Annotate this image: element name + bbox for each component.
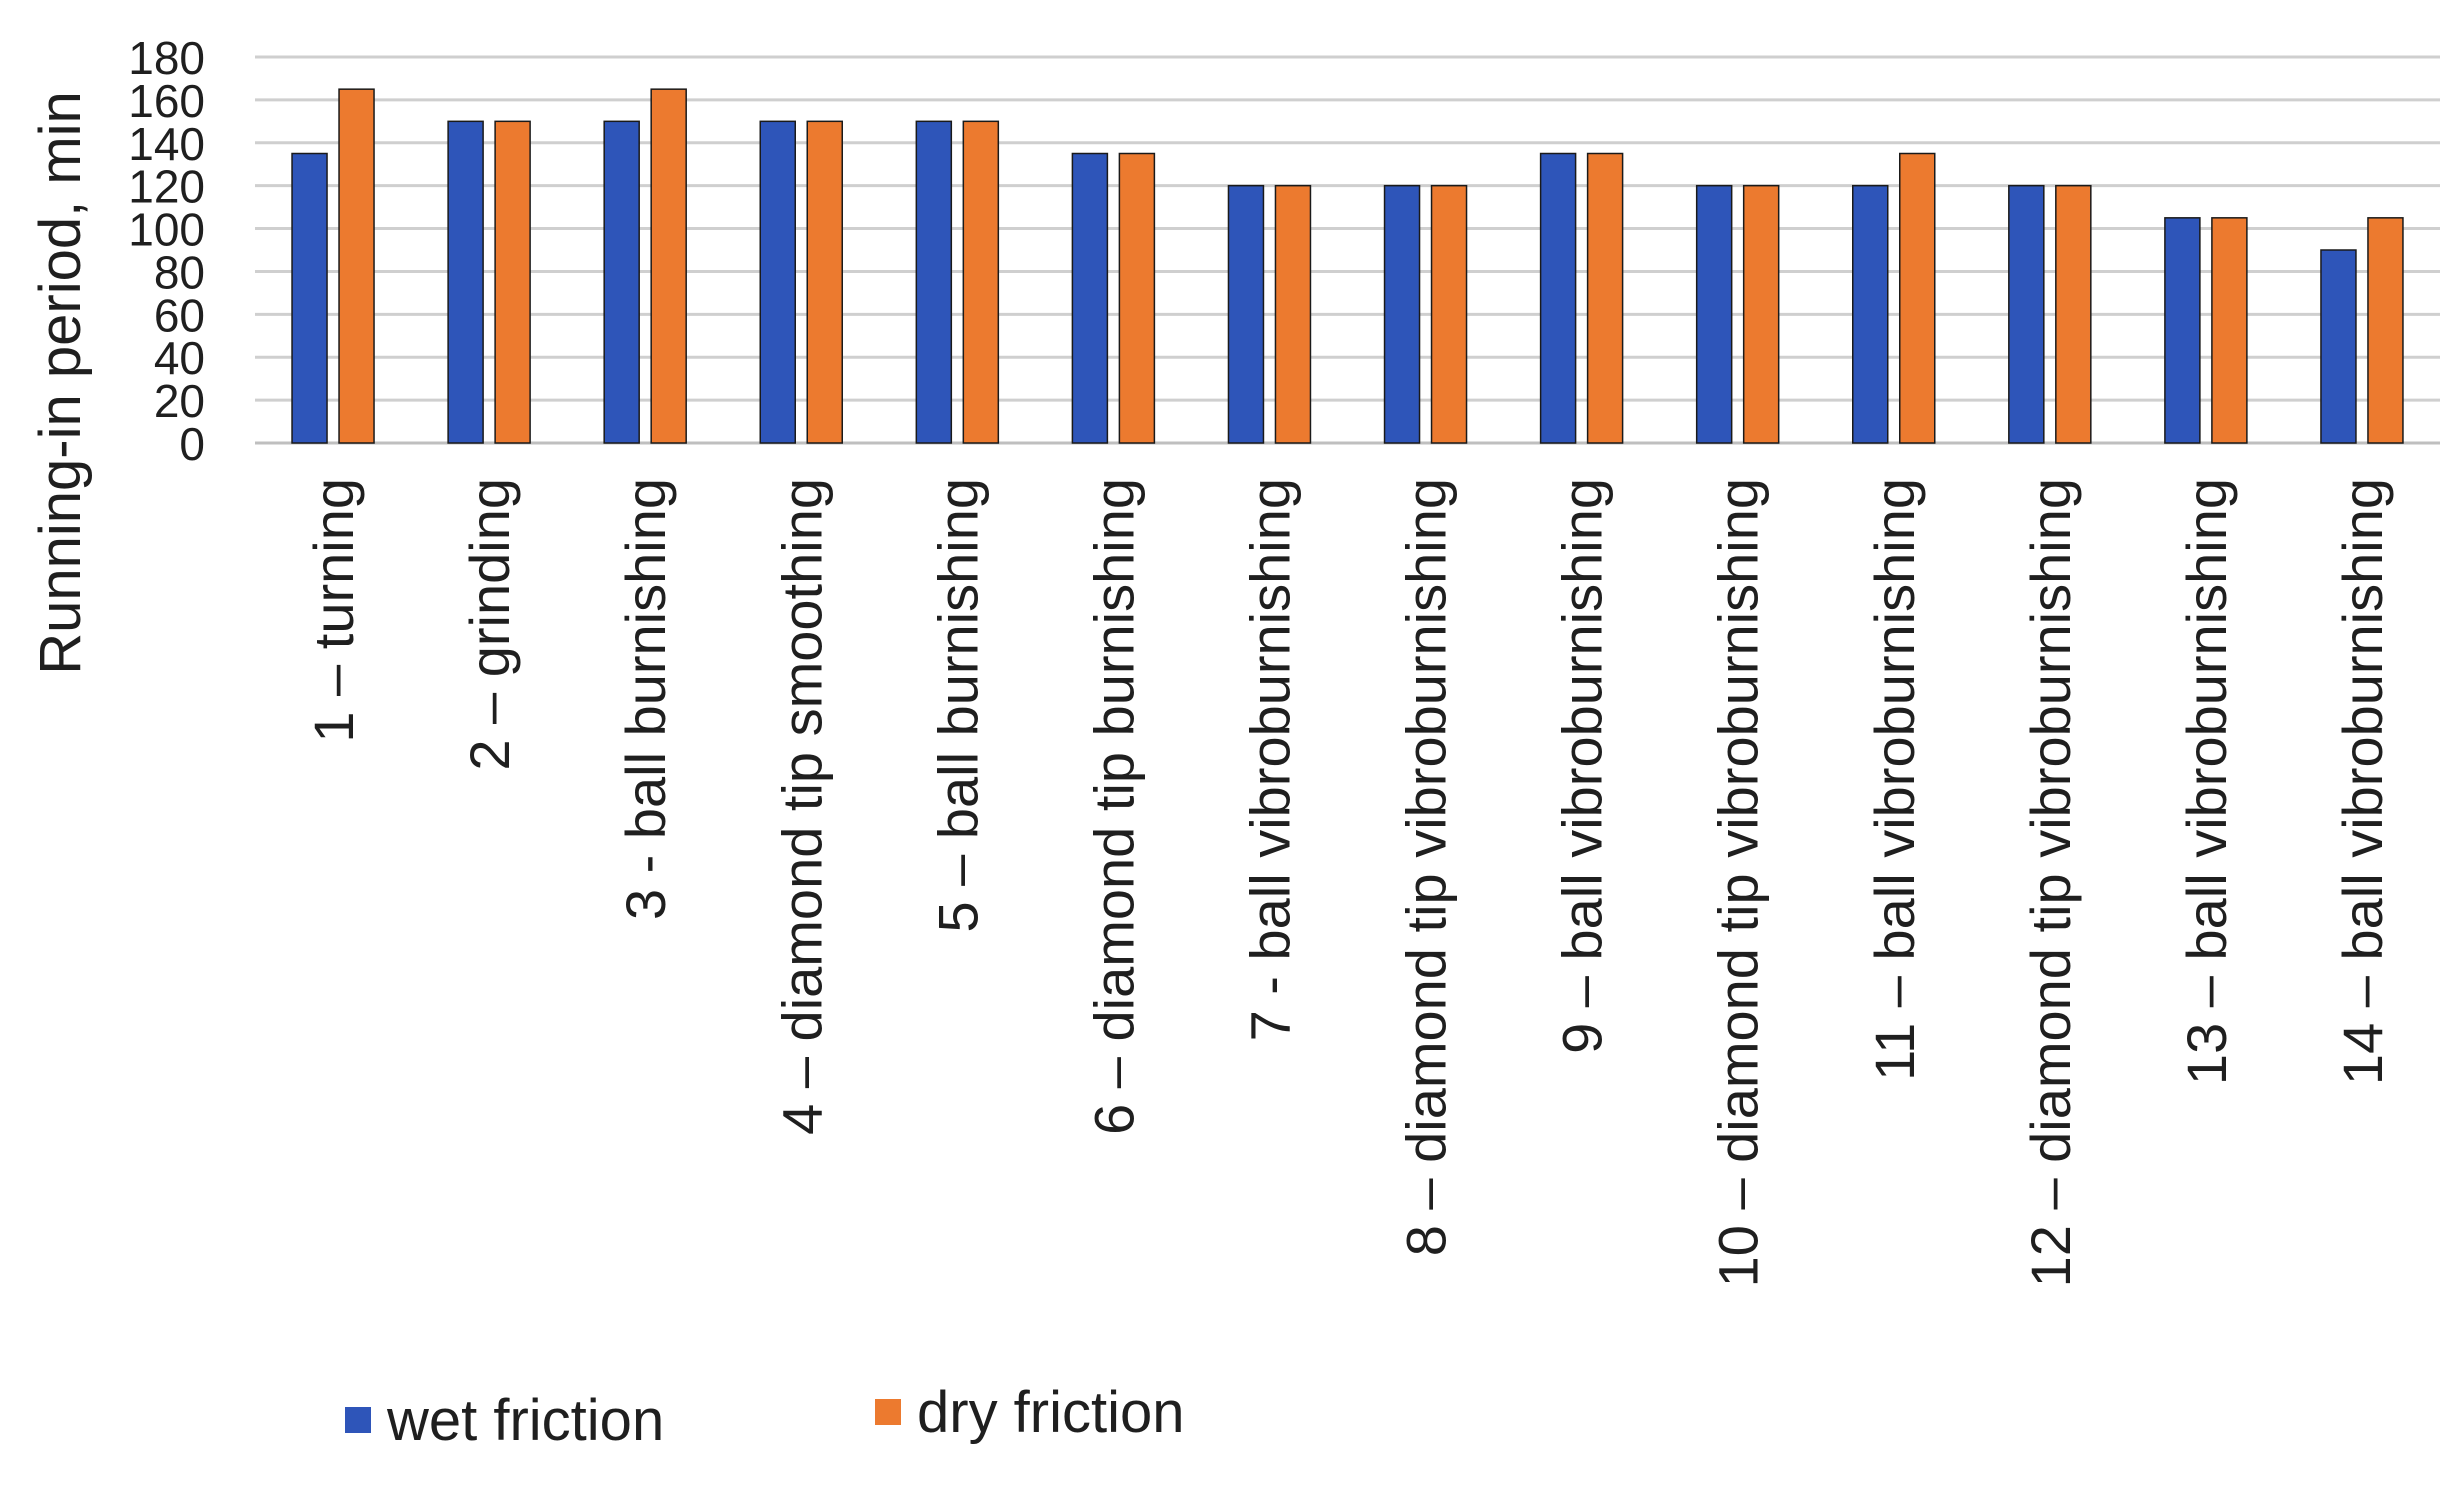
x-tick-label: 2 – grinding <box>458 478 521 771</box>
x-tick-label: 7 - ball vibroburnishing <box>1238 478 1301 1041</box>
bar-dry <box>2211 217 2248 444</box>
x-tick-label: 5 – ball burnishing <box>926 478 989 933</box>
bar-dry <box>1586 152 1624 444</box>
x-tick-label: 8 – diamond tip vibroburnishing <box>1395 478 1458 1256</box>
y-tick-label: 60 <box>154 289 205 341</box>
bar-dry <box>1274 184 1312 444</box>
bar-dry <box>338 88 375 444</box>
legend-item-dry: dry friction <box>875 1377 1185 1447</box>
legend-label-dry: dry friction <box>917 1379 1185 1445</box>
x-tick-label: 14 – ball vibroburnishing <box>2331 478 2394 1085</box>
x-tick-label: 11 – ball vibroburnishing <box>1863 478 1926 1081</box>
bar-dry <box>1899 152 1936 444</box>
x-tick-label: 4 – diamond tip smoothing <box>770 478 833 1135</box>
bar-dry <box>1118 152 1156 444</box>
bar-dry <box>494 120 531 444</box>
bar-wet <box>1852 184 1889 444</box>
bar-dry <box>1742 184 1780 444</box>
y-tick-label: 100 <box>128 204 205 256</box>
y-tick-label: 180 <box>128 32 205 84</box>
y-tick-label: 0 <box>179 418 205 470</box>
x-tick-label: 13 – ball vibroburnishing <box>2175 478 2238 1085</box>
bar-wet <box>1383 184 1421 444</box>
gridlines <box>255 55 2440 445</box>
bar-wet <box>915 120 953 444</box>
x-tick-label: 1 – turning <box>302 478 365 743</box>
bar-dry <box>806 120 843 444</box>
legend-swatch-dry <box>875 1399 901 1425</box>
x-axis-tick-labels: 1 – turning 2 – grinding 3 - ball burnishi… <box>302 478 2394 1287</box>
bar-dry <box>650 88 687 444</box>
x-tick-label: 9 – ball vibroburnishing <box>1551 478 1614 1054</box>
legend-swatch-wet <box>345 1407 371 1433</box>
bar-wet <box>1695 184 1733 444</box>
bars <box>291 88 2404 444</box>
bar-wet <box>291 152 328 444</box>
bar-wet <box>2320 249 2357 444</box>
bar-wet <box>2164 217 2201 444</box>
y-tick-label: 80 <box>154 246 205 298</box>
x-tick-label: 3 - ball burnishing <box>614 478 677 920</box>
y-tick-label: 160 <box>128 75 205 127</box>
bar-wet <box>1539 152 1577 444</box>
legend-item-wet: wet friction <box>345 1385 664 1455</box>
y-tick-label: 20 <box>154 375 205 427</box>
bar-wet <box>603 120 640 444</box>
bar-wet <box>759 120 796 444</box>
bar-wet <box>447 120 484 444</box>
bar-dry <box>2055 184 2092 444</box>
y-tick-label: 40 <box>154 332 205 384</box>
legend-label-wet: wet friction <box>387 1387 665 1453</box>
x-tick-label: 10 – diamond tip vibroburnishing <box>1707 478 1770 1287</box>
bar-dry <box>962 120 1000 444</box>
bar-wet <box>1227 184 1265 444</box>
bar-dry <box>2367 217 2404 444</box>
x-tick-label: 12 – diamond tip vibroburnishing <box>2019 478 2082 1287</box>
y-axis-label: Running-in period, min <box>28 91 93 675</box>
y-tick-label: 120 <box>128 161 205 213</box>
y-tick-label: 140 <box>128 118 205 170</box>
bar-wet <box>1071 152 1109 444</box>
x-tick-label: 6 – diamond tip burnishing <box>1082 478 1145 1135</box>
bar-wet <box>2008 184 2045 444</box>
bar-dry <box>1430 184 1468 444</box>
